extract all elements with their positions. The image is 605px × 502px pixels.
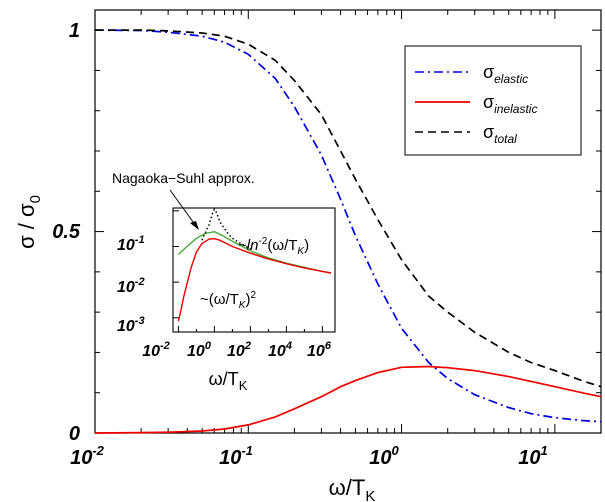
inset-annotation-high: ~ln-2(ω/TK) <box>238 236 309 257</box>
inset-y-tick-0: 10-1 <box>117 234 145 254</box>
inset-series-lines <box>177 207 332 322</box>
series-line-elastic <box>94 29 602 423</box>
inset-y-tick-labels: 10-1 10-2 10-3 <box>117 234 145 335</box>
main-x-tick-labels: 10-2 10-1 100 101 <box>70 443 548 469</box>
series-line-inelastic <box>94 365 602 434</box>
y-tick-label-2: 1 <box>69 20 80 42</box>
main-plot-frame <box>94 9 602 434</box>
callout-arrow-head <box>190 221 199 230</box>
x-tick-label-3: 101 <box>518 443 547 469</box>
y-tick-label-0: 0 <box>69 423 80 445</box>
main-y-tick-labels: 0 0.5 1 <box>52 20 81 445</box>
inset-axis-ticks <box>173 210 323 332</box>
legend-box <box>404 45 582 156</box>
inset-x-axis-title: ω/TK <box>209 369 248 393</box>
y-tick-label-1: 0.5 <box>52 221 81 243</box>
inset-x-tick-0: 10-2 <box>142 340 170 360</box>
inset-line-inelastic <box>177 237 332 322</box>
main-series-lines <box>94 29 602 434</box>
inset-x-tick-labels: 10-2 100 102 104 106 <box>142 340 332 360</box>
x-tick-label-1: 10-1 <box>219 443 253 469</box>
y-axis-title: σ / σ0 <box>14 195 44 249</box>
inset-x-tick-3: 104 <box>268 340 292 360</box>
nagaoka-suhl-callout: Nagaoka−Suhl approx. <box>112 170 255 186</box>
legend-label-inelastic: σinelastic <box>483 92 537 116</box>
x-tick-label-2: 100 <box>369 443 399 469</box>
x-axis-title: ω/TK <box>329 475 376 502</box>
inset-plot-frame <box>172 207 336 333</box>
legend: σelastic σinelastic σtotal <box>404 45 582 156</box>
legend-label-elastic: σelastic <box>483 62 528 86</box>
callout-arrow-line <box>169 189 197 227</box>
x-tick-label-0: 10-2 <box>70 443 105 469</box>
inset-x-tick-1: 100 <box>187 340 212 360</box>
inset-y-tick-1: 10-2 <box>117 276 145 296</box>
inset-x-tick-4: 106 <box>307 340 332 360</box>
series-line-total <box>95 29 602 388</box>
legend-label-total: σtotal <box>483 122 517 146</box>
inset-x-tick-2: 102 <box>227 340 251 360</box>
inset-y-tick-2: 10-3 <box>117 315 145 335</box>
inset-line-dotted-peak <box>201 207 251 250</box>
inset-annotation-low: ~(ω/TK)2 <box>200 290 256 311</box>
